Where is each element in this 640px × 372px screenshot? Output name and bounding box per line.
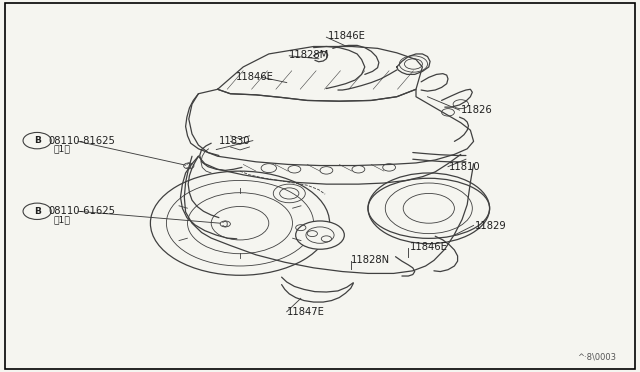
Text: 11846E: 11846E <box>236 72 273 82</box>
Text: 11830: 11830 <box>219 136 250 145</box>
Text: 08110-61625: 08110-61625 <box>48 206 115 216</box>
Circle shape <box>368 173 490 244</box>
Text: 11828N: 11828N <box>351 256 390 265</box>
Text: 11847E: 11847E <box>287 308 324 317</box>
Text: 11829: 11829 <box>475 221 507 231</box>
Text: （1）: （1） <box>53 144 70 153</box>
Text: 11826: 11826 <box>461 105 493 115</box>
Text: 11846E: 11846E <box>328 32 365 41</box>
Text: 11810: 11810 <box>449 162 481 171</box>
Text: ^·8\0003: ^·8\0003 <box>577 353 616 362</box>
Text: B: B <box>34 207 40 216</box>
Circle shape <box>150 171 330 275</box>
Text: （1）: （1） <box>53 215 70 224</box>
Text: 08110-81625: 08110-81625 <box>48 136 115 145</box>
Text: B: B <box>34 136 40 145</box>
Text: 11828M: 11828M <box>289 50 330 60</box>
Text: 11846E: 11846E <box>410 242 447 252</box>
Circle shape <box>296 221 344 249</box>
